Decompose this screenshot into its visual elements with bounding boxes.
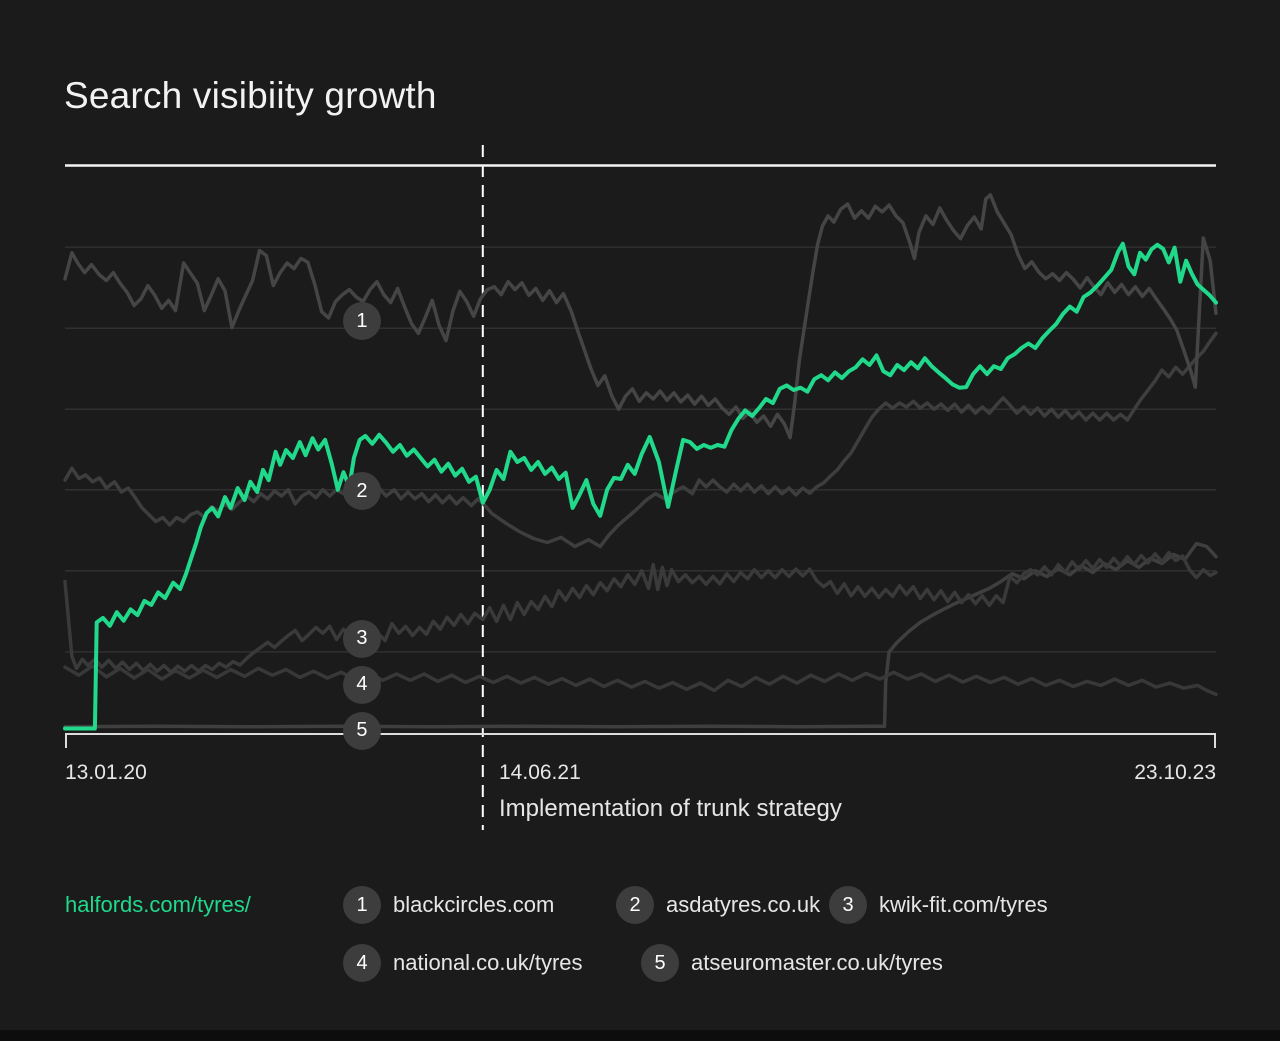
legend-item-kwikfit: 3 kwik-fit.com/tyres [829,886,1048,924]
legend-item-atseuromaster: 5 atseuromaster.co.uk/tyres [641,944,943,982]
legend-item-blackcircles: 1 blackcircles.com [343,886,554,924]
chart-badge-national: 4 [342,665,381,704]
series-line-asdatyres [63,331,1218,549]
series-line-atseuromaster [63,541,1218,729]
legend-badge-1: 1 [343,886,381,924]
chart-badge-blackcircles: 1 [342,302,381,341]
bottom-edge-strip [0,1030,1280,1041]
legend-badge-2: 2 [616,886,654,924]
legend-label-national: national.co.uk/tyres [393,950,583,975]
x-axis-label-annotation-date: 14.06.21 [499,761,581,784]
page-title: Search visibiity growth [64,75,437,116]
legend-label-blackcircles: blackcircles.com [393,892,555,917]
series-line-kwikfit [63,550,1218,675]
legend-item-halfords: halfords.com/tyres/ [65,892,251,917]
series-line-national [63,664,1218,697]
x-axis-label-start: 13.01.20 [65,761,147,784]
legend-label-asdatyres: asdatyres.co.uk [666,892,821,917]
legend-badge-3: 3 [829,886,867,924]
legend-item-asdatyres: 2 asdatyres.co.uk [616,886,820,924]
series-line-blackcircles [63,193,1218,440]
x-axis-label-end: 23.10.23 [1134,761,1216,784]
chart-badge-atseuromaster: 5 [342,711,381,750]
legend-badge-5: 5 [641,944,679,982]
chart-badge-kwikfit: 3 [342,619,381,658]
series-line-halfords [63,241,1218,731]
annotation-label: Implementation of trunk strategy [499,795,842,822]
legend-badge-4: 4 [343,944,381,982]
legend-item-national: 4 national.co.uk/tyres [343,944,583,982]
legend-label-atseuromaster: atseuromaster.co.uk/tyres [691,950,943,975]
chart-badge-asdatyres: 2 [342,472,381,511]
legend-label-kwikfit: kwik-fit.com/tyres [879,892,1048,917]
